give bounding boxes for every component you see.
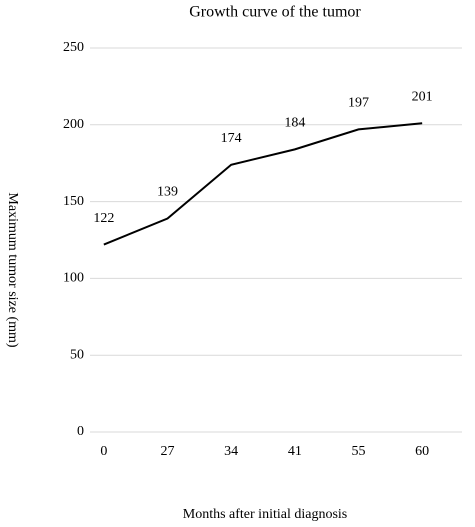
chart-title: Growth curve of the tumor — [189, 4, 361, 21]
data-label: 197 — [348, 96, 369, 111]
data-line — [103, 122, 423, 246]
y-tick-label: 50 — [70, 347, 84, 362]
x-tick-label: 60 — [415, 444, 429, 459]
y-tick-label: 250 — [63, 40, 84, 55]
y-tick-label: 200 — [63, 117, 84, 132]
x-tick-label: 0 — [100, 444, 107, 459]
data-label: 139 — [157, 185, 178, 200]
x-tick-label: 34 — [224, 444, 238, 459]
x-tick-label: 41 — [288, 444, 302, 459]
y-tick-label: 0 — [77, 424, 84, 439]
data-label: 122 — [93, 211, 114, 226]
data-label: 184 — [284, 116, 305, 131]
data-label: 201 — [412, 89, 433, 104]
y-tick-label: 100 — [63, 271, 84, 286]
x-tick-label: 55 — [352, 444, 366, 459]
x-axis-label: Months after initial diagnosis — [183, 507, 347, 522]
data-label: 174 — [221, 131, 242, 146]
y-axis-label: Maximum tumor size (mm) — [5, 192, 20, 347]
x-tick-label: 27 — [161, 444, 175, 459]
y-tick-label: 150 — [63, 194, 84, 209]
